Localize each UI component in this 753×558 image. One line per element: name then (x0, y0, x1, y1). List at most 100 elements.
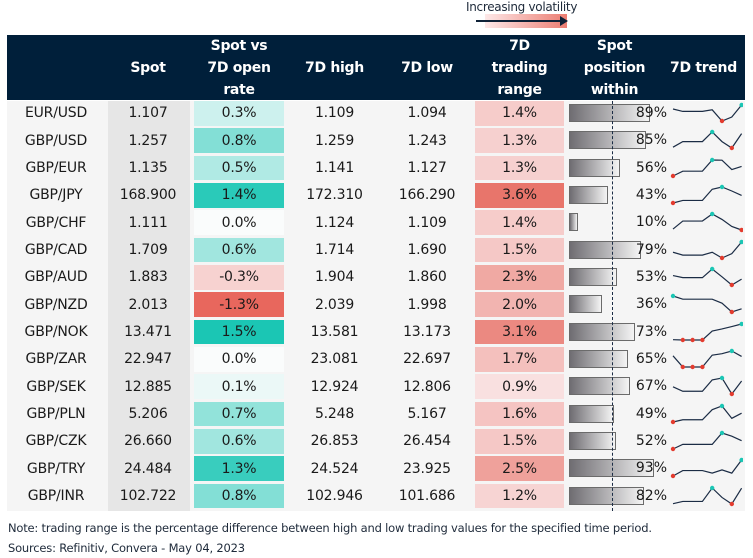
spot-value: 22.947 (124, 351, 172, 368)
range-value: 2.5% (475, 456, 564, 481)
position-bar (569, 350, 629, 368)
table-row: GBP/ZAR 22.947 0.0% 23.081 22.697 1.7% 65% (7, 347, 745, 372)
high-value: 1.141 (314, 159, 355, 176)
position-bar (569, 295, 602, 314)
spot-value: 1.709 (128, 241, 168, 258)
trend-min-marker (729, 282, 734, 288)
trend-sparkline (672, 102, 743, 124)
header-7d-trend: 7D trend (670, 59, 737, 76)
trend-line (672, 104, 743, 122)
high-value: 23.081 (310, 351, 359, 368)
spot-value: 2.013 (128, 296, 168, 313)
table-row: GBP/NZD 2.013 -1.3% 2.039 1.998 2.0% 36% (7, 292, 745, 317)
range-value: 1.7% (475, 347, 564, 372)
low-value: 13.173 (403, 323, 451, 340)
spot-value: 26.660 (124, 433, 172, 450)
trend-min-marker (670, 173, 676, 178)
trend-line (672, 323, 742, 341)
trend-line (672, 486, 743, 505)
high-value: 2.039 (314, 296, 355, 313)
trend-min-marker (700, 364, 705, 370)
low-value: 22.697 (403, 351, 451, 368)
trend-sparkline (672, 130, 743, 151)
pair-label: GBP/PLN (26, 405, 86, 422)
position-bar (569, 486, 644, 505)
position-value: 73% (635, 323, 667, 340)
spot-value: 13.471 (124, 323, 172, 340)
high-value: 1.124 (314, 214, 355, 231)
table-row: GBP/JPY 168.900 1.4% 172.310 166.290 3.6% 43% (7, 183, 745, 208)
position-value: 93% (635, 460, 667, 477)
trend-min-marker (670, 474, 676, 479)
high-value: 26.853 (310, 433, 359, 450)
table-row: GBP/TRY 24.484 1.3% 24.524 23.925 2.5% 93% (7, 456, 745, 481)
table-row: GBP/CAD 1.709 0.6% 1.714 1.690 1.5% 79% (7, 237, 745, 263)
low-value: 166.290 (398, 187, 456, 204)
position-value: 85% (635, 132, 667, 149)
spot-vs-open-value: 0.8% (194, 483, 284, 509)
position-bar (569, 459, 654, 478)
trend-line (672, 404, 742, 423)
pair-label: GBP/EUR (25, 159, 87, 176)
volatility-legend-label: Increasing volatility (466, 0, 578, 14)
high-value: 102.946 (306, 487, 363, 504)
trend-line (672, 241, 743, 259)
low-value: 1.998 (407, 296, 447, 313)
spot-value: 1.107 (128, 105, 168, 122)
spot-value: 24.484 (124, 460, 172, 477)
trend-max-marker (670, 294, 676, 299)
spot-vs-open-value: -0.3% (194, 265, 284, 290)
spot-vs-open-value: 1.3% (194, 456, 284, 481)
high-value: 1.714 (314, 241, 355, 258)
table-row: GBP/USD 1.257 0.8% 1.259 1.243 1.3% 85% (7, 128, 745, 153)
position-value: 82% (635, 487, 667, 504)
low-value: 1.094 (407, 105, 447, 122)
position-midline (612, 101, 613, 511)
table-row: GBP/NOK 13.471 1.5% 13.581 13.173 3.1% 73% (7, 319, 745, 345)
low-value: 5.167 (407, 405, 447, 422)
pair-label: GBP/JPY (29, 187, 83, 204)
trend-min-marker (729, 146, 734, 151)
trend-sparkline (672, 239, 743, 260)
low-value: 1.860 (407, 269, 447, 286)
trend-max-marker (739, 102, 743, 108)
position-bar (569, 377, 630, 396)
table-body: EUR/USD 1.107 0.3% 1.109 1.094 1.4% 89% GBP/USD… (7, 101, 745, 511)
position-value: 65% (635, 351, 667, 367)
position-value: 79% (635, 241, 667, 258)
trend-line (672, 459, 743, 477)
pair-label: GBP/CAD (24, 241, 88, 258)
header-spot-position: Spot position within (583, 37, 646, 98)
trend-min-marker (670, 446, 676, 452)
trend-sparkline (670, 403, 742, 424)
pair-label: GBP/AUD (24, 269, 88, 286)
trend-min-marker (719, 118, 725, 124)
position-bar (569, 213, 579, 232)
low-value: 23.925 (403, 460, 451, 477)
table-header: Spot Spot vs 7D open rate 7D high 7D low… (7, 35, 745, 100)
table-row: GBP/INR 102.722 0.8% 102.946 101.686 1.2% 82% (7, 483, 745, 509)
trend-max-marker (739, 458, 743, 463)
trend-min-marker (729, 501, 734, 506)
trend-min-marker (680, 337, 685, 342)
arrow-right-icon (476, 20, 562, 22)
trend-line (672, 131, 743, 150)
footnote: Note: trading range is the percentage di… (8, 521, 652, 535)
trend-sparkline (670, 430, 742, 452)
trend-min-marker (729, 310, 734, 315)
trend-max-marker (719, 376, 725, 381)
table-row: GBP/CHF 1.111 0.0% 1.124 1.109 1.4% 10% (7, 210, 745, 235)
spot-vs-open-value: 0.6% (194, 237, 284, 263)
spot-value: 1.111 (128, 214, 168, 231)
trend-line (672, 432, 742, 450)
position-value: 43% (635, 187, 667, 203)
spot-vs-open-value: 1.5% (194, 319, 284, 345)
pair-label: GBP/TRY (26, 460, 86, 477)
position-bar (569, 322, 636, 341)
low-value: 1.127 (407, 159, 447, 176)
trend-sparkline (670, 184, 742, 206)
low-value: 101.686 (398, 487, 456, 504)
table-row: GBP/EUR 1.135 0.5% 1.141 1.127 1.3% 56% (7, 155, 745, 181)
position-value: 53% (635, 269, 667, 285)
position-value: 52% (635, 433, 667, 449)
